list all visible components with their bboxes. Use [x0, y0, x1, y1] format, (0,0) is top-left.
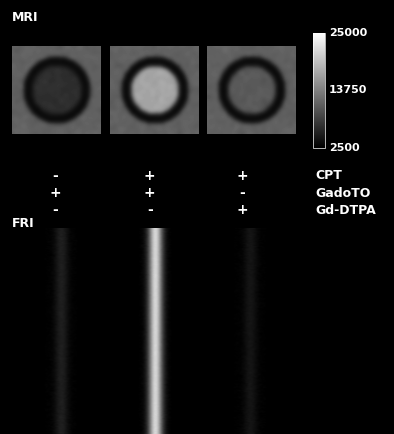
Text: CPT: CPT: [315, 169, 342, 182]
Text: MRI: MRI: [12, 11, 38, 24]
Text: 2500: 2500: [329, 142, 360, 153]
Text: -: -: [52, 169, 58, 183]
Text: +: +: [144, 186, 156, 200]
Text: +: +: [49, 186, 61, 200]
Text: +: +: [144, 169, 156, 183]
Text: Gd-DTPA: Gd-DTPA: [315, 204, 376, 217]
Text: -: -: [52, 204, 58, 217]
Text: -: -: [147, 204, 152, 217]
Text: 25000: 25000: [329, 27, 367, 38]
Text: FRI: FRI: [12, 217, 34, 230]
Text: 13750: 13750: [329, 85, 367, 95]
Text: +: +: [236, 169, 248, 183]
Text: GadoTO: GadoTO: [315, 187, 371, 200]
Text: +: +: [236, 204, 248, 217]
Text: -: -: [240, 186, 245, 200]
